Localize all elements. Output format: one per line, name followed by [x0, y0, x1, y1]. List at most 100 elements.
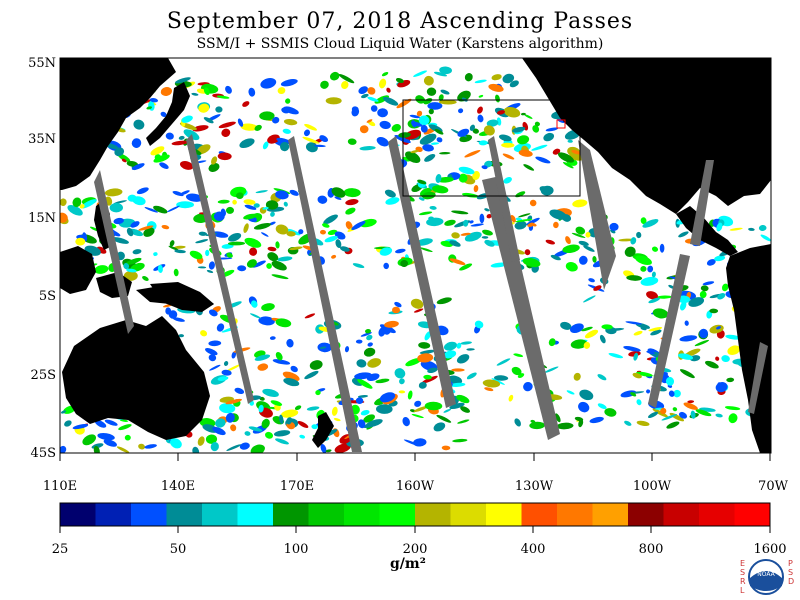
cloud-cell: [491, 378, 505, 385]
cloud-cell: [549, 209, 567, 220]
cloud-cell: [509, 80, 519, 88]
cloud-cell: [94, 420, 107, 428]
cloud-cell: [626, 275, 643, 281]
cloud-cell: [394, 368, 406, 379]
cloud-cell: [444, 350, 457, 359]
land-borneo: [60, 246, 96, 294]
cloud-cell: [60, 198, 67, 206]
cloud-cell: [646, 389, 651, 394]
cloud-cell: [275, 438, 289, 445]
colorbar: [59, 502, 771, 527]
cloud-cell: [423, 75, 434, 86]
cloud-cell: [114, 147, 125, 157]
cloud-cell: [225, 85, 232, 94]
cloud-cell: [197, 266, 207, 269]
cloud-cell: [157, 264, 163, 273]
cloud-cell: [727, 345, 741, 355]
cloud-cell: [709, 308, 719, 314]
cloud-cell: [253, 223, 271, 230]
cloud-cell: [402, 417, 410, 427]
swath-gap-5: [482, 176, 560, 440]
cloud-cell: [457, 90, 471, 102]
cloud-cell: [243, 223, 249, 233]
cloud-cell: [410, 150, 419, 154]
cloud-cell: [583, 295, 596, 303]
cloud-cell: [633, 352, 638, 361]
cloud-cell: [458, 108, 464, 114]
map-subtitle: SSM/I + SSMIS Cloud Liquid Water (Karste…: [196, 36, 604, 52]
lon-label-130w: 130W: [515, 479, 554, 494]
cloud-cell: [185, 193, 203, 202]
cloud-cell: [702, 281, 715, 286]
cloud-cell: [267, 134, 280, 144]
map-title: September 07, 2018 Ascending Passes: [166, 9, 634, 34]
cloud-cell: [534, 121, 540, 127]
cloud-cell: [438, 94, 444, 101]
cloud-cell: [320, 80, 329, 89]
cloud-cell: [320, 443, 327, 453]
cloud-cell: [706, 259, 716, 266]
cloud-cell: [464, 149, 481, 158]
cloud-cell: [501, 142, 515, 148]
swath-gap-8: [648, 254, 690, 408]
lon-label-170e: 170E: [280, 479, 314, 494]
cloud-cell: [532, 125, 540, 133]
cloud-cell: [266, 263, 272, 269]
lat-label-25s: 25S: [31, 368, 56, 383]
cloud-cell: [275, 224, 289, 235]
cloud-cell: [574, 416, 584, 422]
cloud-cell: [250, 444, 265, 453]
cloud-cell: [267, 246, 277, 252]
cloud-cell: [273, 430, 291, 437]
cloud-cell: [165, 132, 174, 140]
cloud-cell: [535, 156, 551, 164]
colorbar-swatch: [450, 503, 487, 526]
colorbar-swatch: [486, 503, 522, 526]
cloud-cell: [572, 199, 588, 208]
cloud-cell: [511, 366, 522, 376]
cloud-cell: [283, 119, 298, 126]
cloud-cell: [226, 444, 242, 451]
cloud-cell: [216, 95, 230, 99]
cloud-cell: [72, 197, 82, 208]
cloud-cell: [171, 140, 189, 146]
cloud-cell: [415, 95, 426, 104]
cloud-cell: [640, 217, 647, 225]
cloud-cell: [132, 249, 142, 255]
cloud-cell: [270, 211, 275, 217]
cloud-cell: [640, 265, 647, 272]
cloud-cell: [458, 173, 468, 183]
cloud-cell: [334, 443, 351, 453]
cloud-cell: [179, 160, 194, 170]
cloud-cell: [449, 382, 466, 388]
cloud-cell: [243, 213, 257, 220]
cloud-cell: [650, 329, 662, 336]
cloud-cell: [405, 357, 422, 367]
cloud-cell: [398, 390, 406, 394]
swath-gap-6: [488, 136, 520, 262]
cloud-cell: [93, 445, 100, 453]
cloud-liquid-water-field: [60, 66, 771, 453]
cloud-cell: [451, 232, 460, 239]
cloud-cell: [690, 410, 696, 419]
cloud-cell: [466, 372, 477, 380]
cloud-cell: [726, 377, 735, 383]
cloud-cell: [215, 106, 223, 113]
colorbar-swatch: [202, 503, 238, 526]
cloud-cell: [518, 149, 533, 157]
cloud-cell: [243, 199, 256, 205]
cloud-cell: [636, 420, 650, 427]
colorbar-label-800: 800: [639, 542, 664, 557]
cloud-cell: [419, 349, 436, 354]
cloud-cell: [249, 313, 261, 319]
cloud-cell: [376, 404, 393, 414]
cloud-cell: [579, 389, 594, 401]
cloud-cell: [280, 79, 298, 87]
cloud-cell: [688, 297, 705, 307]
cloud-cell: [118, 424, 132, 431]
cloud-cell: [484, 239, 495, 247]
cloud-cell: [271, 274, 289, 280]
cloud-cell: [633, 330, 643, 336]
cloud-cell: [345, 199, 359, 206]
cloud-cell: [325, 97, 342, 105]
